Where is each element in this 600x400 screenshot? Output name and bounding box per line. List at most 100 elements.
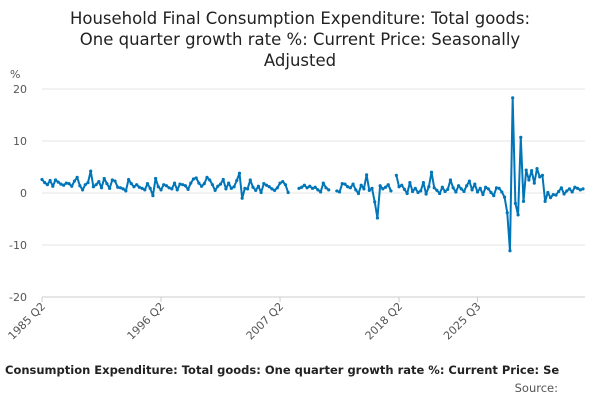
footer-title: Consumption Expenditure: Total goods: On… — [5, 363, 560, 377]
data-point — [72, 179, 77, 183]
y-tick-label: 20 — [13, 83, 27, 96]
data-point — [313, 185, 317, 189]
data-point — [567, 187, 572, 191]
data-point — [208, 178, 212, 182]
x-tick-label: 2025 Q3 — [441, 300, 484, 343]
data-point — [105, 182, 109, 186]
chart-title: Household Final Consumption Expenditure:… — [70, 9, 530, 70]
data-point — [259, 190, 263, 195]
data-point — [478, 186, 482, 190]
data-point — [324, 186, 328, 190]
data-point — [191, 177, 196, 181]
data-point — [224, 187, 228, 191]
chart-title-line-2: One quarter growth rate %: Current Price… — [80, 30, 521, 49]
line-chart: Household Final Consumption Expenditure:… — [6, 9, 585, 342]
data-point — [170, 187, 174, 191]
data-point — [540, 173, 545, 177]
data-point — [172, 181, 177, 185]
data-point — [435, 188, 439, 192]
data-point — [370, 186, 374, 190]
data-point — [275, 186, 279, 190]
data-point — [99, 186, 104, 190]
data-point — [148, 186, 152, 190]
data-point — [416, 190, 420, 195]
data-point — [354, 188, 358, 192]
data-point — [538, 175, 542, 179]
data-point — [199, 184, 204, 188]
data-point — [497, 186, 501, 190]
data-point — [89, 169, 93, 173]
x-tick-label: 1985 Q2 — [6, 300, 49, 343]
data-point — [213, 188, 217, 192]
data-point — [51, 184, 55, 188]
data-point — [446, 187, 450, 191]
data-point — [262, 182, 266, 186]
data-point — [267, 185, 271, 189]
data-point — [62, 183, 66, 187]
data-point — [59, 182, 63, 186]
data-point — [473, 182, 477, 186]
data-point — [162, 183, 166, 187]
data-point — [448, 178, 453, 182]
data-point — [102, 176, 106, 181]
x-axis-ticks: 1985 Q2 1996 Q2 2007 Q2 2018 Q2 2025 Q3 — [6, 297, 484, 342]
data-point — [145, 182, 150, 186]
data-point — [124, 189, 128, 193]
data-point — [202, 182, 206, 186]
data-point — [67, 182, 71, 186]
data-point — [351, 182, 355, 186]
y-tick-label: -20 — [9, 291, 27, 304]
data-point — [273, 188, 277, 192]
data-point — [175, 188, 179, 192]
data-point — [327, 188, 331, 192]
y-axis-unit-label: % — [10, 68, 20, 81]
data-point — [381, 187, 385, 191]
data-point — [308, 184, 312, 188]
data-point — [481, 192, 485, 197]
series-line — [41, 96, 584, 252]
data-point — [48, 178, 52, 183]
data-point — [337, 190, 342, 194]
data-point — [83, 183, 87, 187]
data-point — [159, 188, 163, 192]
data-point — [189, 181, 193, 185]
data-point — [297, 186, 301, 190]
data-point — [492, 194, 496, 198]
data-point — [386, 183, 390, 187]
data-point — [56, 180, 60, 184]
data-point — [362, 187, 366, 191]
data-point — [164, 184, 169, 188]
data-point — [427, 185, 431, 189]
data-point — [64, 181, 68, 185]
data-point — [508, 249, 512, 253]
data-point — [205, 175, 209, 179]
data-point — [251, 185, 255, 189]
data-point — [565, 189, 569, 193]
data-point — [91, 185, 95, 189]
data-point — [151, 194, 155, 198]
data-point — [210, 183, 215, 187]
data-point — [348, 186, 352, 190]
data-point — [135, 183, 139, 187]
data-point — [524, 168, 528, 172]
data-point — [394, 173, 398, 177]
data-point — [335, 189, 339, 193]
data-point — [365, 173, 369, 177]
data-point — [237, 171, 242, 175]
data-point — [494, 186, 499, 190]
series-line-segment — [395, 96, 584, 252]
data-point — [359, 183, 363, 187]
data-point — [305, 186, 309, 190]
data-point — [80, 188, 85, 192]
data-point — [227, 181, 231, 185]
data-point — [256, 184, 260, 188]
data-point — [218, 182, 223, 186]
data-point — [70, 184, 74, 188]
data-point — [516, 213, 520, 217]
data-point — [245, 187, 250, 191]
data-point — [559, 186, 563, 190]
data-point — [532, 181, 536, 185]
data-point — [459, 187, 463, 191]
data-point — [513, 201, 517, 205]
data-point — [343, 182, 347, 186]
